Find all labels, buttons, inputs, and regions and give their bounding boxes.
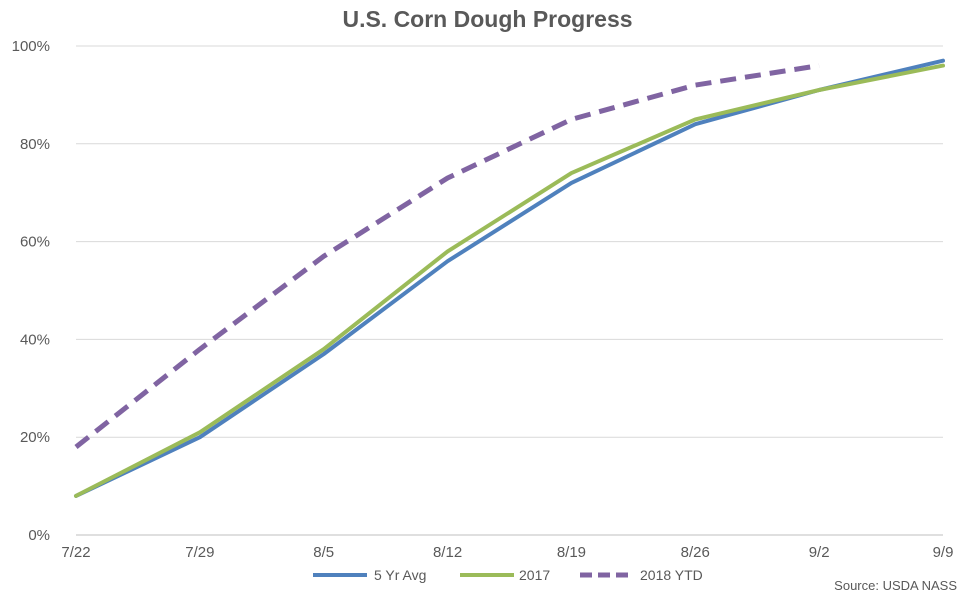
source-note: Source: USDA NASS <box>834 578 957 593</box>
x-tick-label: 7/22 <box>61 544 90 561</box>
series-line <box>74 63 945 498</box>
x-tick-label: 8/19 <box>557 544 586 561</box>
legend-label: 2018 YTD <box>640 567 703 583</box>
y-tick-label: 100% <box>12 38 50 55</box>
y-tick-label: 60% <box>20 234 50 251</box>
x-tick-label: 9/9 <box>933 544 954 561</box>
x-tick-label: 8/5 <box>313 544 334 561</box>
y-tick-label: 20% <box>20 429 50 446</box>
legend-label: 2017 <box>519 567 550 583</box>
x-tick-label: 8/26 <box>681 544 710 561</box>
y-tick-label: 0% <box>28 527 50 544</box>
x-tick-label: 8/12 <box>433 544 462 561</box>
x-tick-label: 7/29 <box>185 544 214 561</box>
y-tick-label: 40% <box>20 331 50 348</box>
chart-title: U.S. Corn Dough Progress <box>342 6 633 32</box>
series-line <box>74 63 820 449</box>
legend-label: 5 Yr Avg <box>374 567 426 583</box>
x-tick-label: 9/2 <box>809 544 830 561</box>
y-tick-label: 80% <box>20 136 50 153</box>
series-line <box>74 58 945 498</box>
